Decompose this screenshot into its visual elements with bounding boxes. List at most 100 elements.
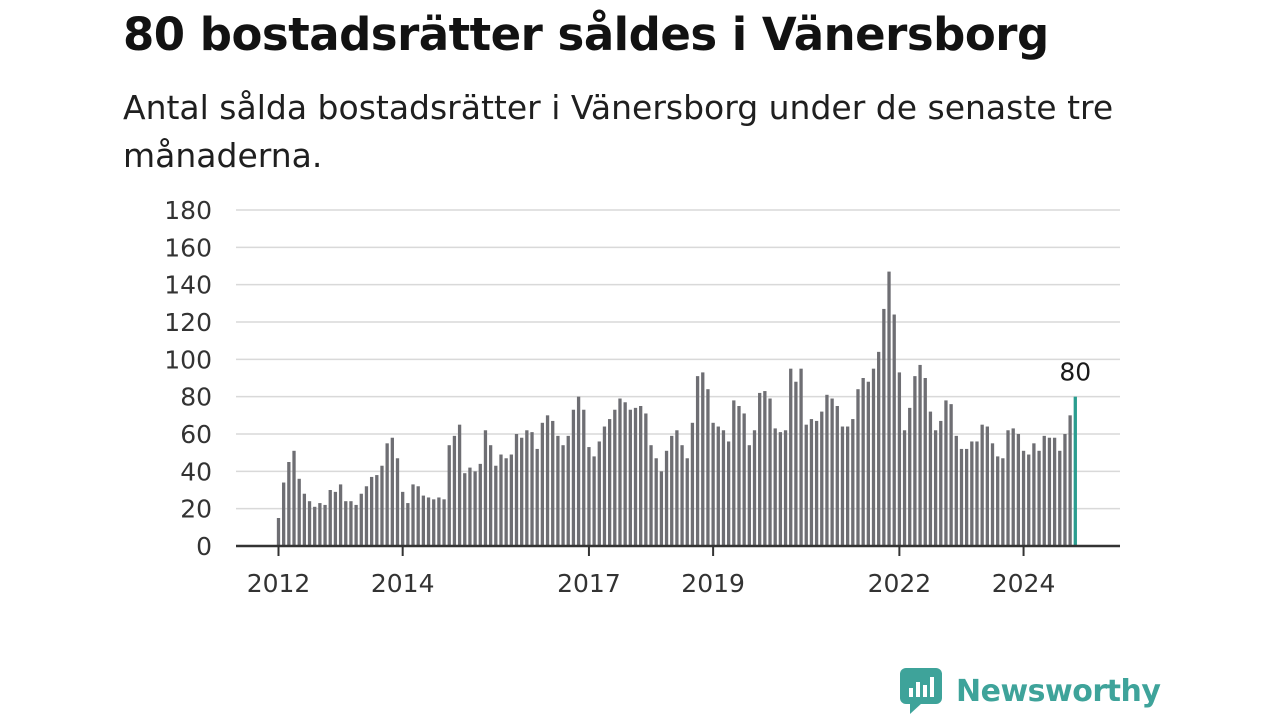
bar <box>571 409 576 546</box>
bar <box>975 441 979 546</box>
bar <box>1052 437 1057 546</box>
bar <box>664 450 669 546</box>
bar <box>1021 450 1026 546</box>
bar <box>835 406 839 546</box>
bar <box>338 484 343 546</box>
x-tick-label: 2019 <box>681 569 745 598</box>
bar <box>861 378 865 546</box>
bar <box>959 448 964 546</box>
bar <box>933 430 938 546</box>
bar <box>535 448 539 546</box>
bar <box>918 364 922 546</box>
y-tick-label: 180 <box>164 196 212 225</box>
bar <box>566 435 570 546</box>
bar <box>514 434 519 546</box>
bar <box>525 430 529 546</box>
y-tick-label: 140 <box>164 271 212 300</box>
y-tick-label: 60 <box>180 420 212 449</box>
bar <box>628 409 632 546</box>
bar <box>830 398 834 546</box>
bar <box>452 435 457 546</box>
bar <box>556 435 560 546</box>
bar <box>752 430 757 546</box>
bar <box>877 351 881 546</box>
bar <box>369 476 374 546</box>
bar <box>871 368 876 546</box>
bar <box>726 441 731 546</box>
bar <box>716 426 720 546</box>
bar <box>297 478 301 546</box>
bar <box>276 518 281 546</box>
bar <box>540 422 545 546</box>
bar <box>633 407 638 546</box>
bar <box>639 406 643 546</box>
bar <box>1006 430 1010 546</box>
bar <box>587 447 591 546</box>
bar <box>442 499 446 546</box>
bar <box>406 503 410 546</box>
labels: 0 20 40 60 80 100 120 140 160 180 2012 2014 2017 2019… <box>164 196 1091 598</box>
y-tick-label: 100 <box>164 345 212 374</box>
newsworthy-logo: Newsworthy <box>900 668 1161 714</box>
bar <box>840 426 845 546</box>
bar <box>773 428 777 546</box>
bar <box>1068 415 1072 546</box>
bar <box>545 415 550 546</box>
bar <box>939 420 943 546</box>
x-tick-label: 2022 <box>868 569 932 598</box>
bar <box>809 419 814 546</box>
bar <box>954 435 958 546</box>
bar <box>561 445 565 546</box>
bar <box>426 497 431 546</box>
bar <box>1027 454 1031 546</box>
bar <box>695 376 700 546</box>
bar <box>980 424 984 546</box>
bar <box>307 501 312 546</box>
y-tick-label: 40 <box>180 457 212 486</box>
bar <box>457 424 462 546</box>
x-tick-label: 2014 <box>371 569 435 598</box>
y-tick-label: 20 <box>180 495 212 524</box>
bar-chart: 0 20 40 60 80 100 120 140 160 180 2012 2014 2017 2019… <box>164 196 1120 598</box>
bar <box>996 456 1000 546</box>
bar <box>892 314 896 546</box>
bar <box>670 435 674 546</box>
bar <box>804 424 808 546</box>
bar <box>287 462 291 546</box>
y-tick-label: 80 <box>180 383 212 412</box>
newsworthy-logo-icon <box>900 668 942 714</box>
bar <box>990 443 995 546</box>
y-tick-label: 160 <box>164 233 212 262</box>
bar <box>783 430 788 546</box>
bar <box>344 501 348 546</box>
bar <box>908 407 912 546</box>
bar <box>701 372 705 546</box>
bar <box>468 467 472 546</box>
bar <box>416 486 420 546</box>
bar <box>882 308 886 546</box>
bar <box>1058 450 1062 546</box>
bar <box>395 458 400 546</box>
bar <box>851 419 855 546</box>
bar <box>437 497 441 546</box>
bar <box>602 426 607 546</box>
bar <box>649 445 653 546</box>
bar <box>737 406 741 546</box>
bar <box>944 400 948 546</box>
bar <box>488 445 493 546</box>
bar <box>432 499 436 546</box>
bar <box>504 458 508 546</box>
bar <box>747 445 751 546</box>
bar <box>473 471 477 546</box>
bar <box>463 473 467 546</box>
bar <box>789 368 793 546</box>
bar <box>447 445 451 546</box>
bar <box>302 493 307 546</box>
bar <box>1042 435 1046 546</box>
bar <box>494 465 498 546</box>
bar <box>551 420 555 546</box>
bar <box>292 450 296 546</box>
bar <box>964 448 969 546</box>
bar <box>897 372 902 546</box>
bar <box>706 389 710 546</box>
